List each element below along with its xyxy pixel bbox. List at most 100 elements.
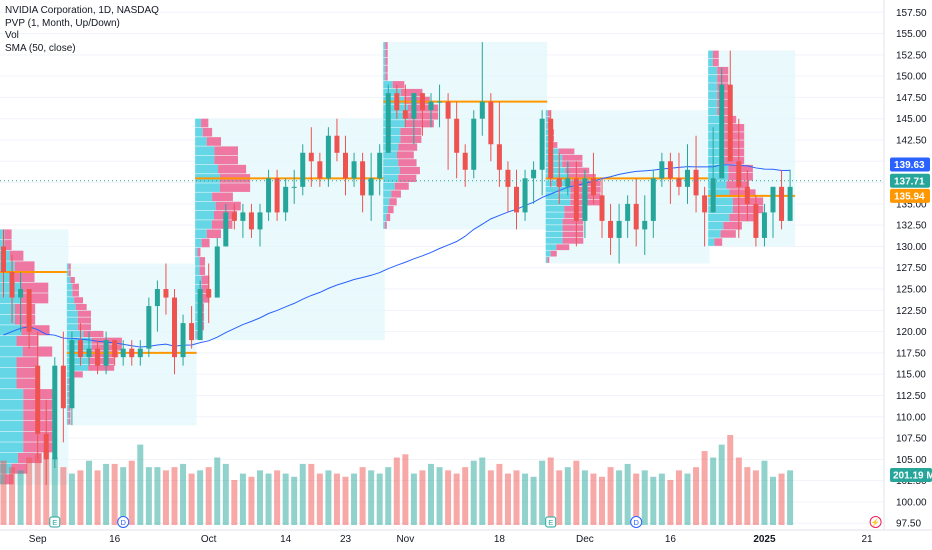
candle (86, 331, 92, 366)
candle-body (223, 212, 229, 247)
volume-bar (86, 460, 92, 525)
volume-profile-bar-up (708, 148, 725, 157)
volume-profile-bar-up (66, 270, 69, 277)
marker-label: D (120, 518, 126, 527)
volume-profile-bar-up (66, 263, 69, 270)
volume-profile-bar-up (66, 330, 84, 338)
volume-profile-bar-up (0, 378, 17, 389)
split-marker-icon[interactable]: ⚡ (869, 516, 882, 528)
candle-body (325, 135, 331, 179)
chart-legend: NVIDIA Corporation, 1D, NASDAQ PVP (1, M… (5, 5, 159, 55)
volume-bar (650, 476, 657, 525)
volume-bar (675, 470, 682, 525)
volume-profile-bar-down (14, 261, 35, 272)
volume-profile-bar-up (0, 272, 15, 283)
volume-profile-bar-down (75, 303, 87, 311)
symbol-title[interactable]: NVIDIA Corporation, 1D, NASDAQ (5, 5, 159, 16)
candle-body (26, 289, 32, 332)
candle (43, 399, 49, 485)
volume-profile-bar-up (383, 120, 407, 128)
sma-indicator-label[interactable]: SMA (50, close) (5, 42, 76, 54)
volume-profile-bar-up (545, 161, 563, 168)
candle (462, 144, 468, 187)
candle (266, 169, 272, 221)
volume-profile-bar-down (562, 161, 583, 168)
volume-profile-bar-down (404, 96, 430, 104)
sma-50-line (3, 164, 791, 348)
candle (360, 152, 366, 213)
volume-bar (154, 467, 161, 525)
volume-profile-bar-down (214, 146, 238, 156)
candle (573, 161, 579, 247)
candle-body (556, 178, 562, 187)
volume-profile-bar-down (385, 49, 388, 58)
candle (343, 135, 348, 196)
volume-bar (624, 463, 631, 525)
volume-profile-bar-down (212, 192, 233, 202)
volume-profile-bar-down (23, 442, 54, 453)
price-tag-label: 139.63 (894, 160, 925, 171)
volume-bar (231, 480, 238, 525)
volume-profile-bar-up (545, 167, 566, 174)
candle (539, 110, 545, 196)
volume-profile-bar-up (0, 346, 23, 357)
volume-profile-bar-down (72, 290, 79, 297)
volume-profile-bar-up (545, 206, 565, 212)
dividend-marker-icon[interactable]: D (630, 516, 643, 528)
volume-indicator-label[interactable]: Vol (5, 30, 19, 41)
volume-profile-bar-up (66, 378, 69, 385)
volume-profile-bar-up (383, 57, 386, 65)
candle-body (599, 195, 605, 221)
y-tick-label: 155.00 (896, 29, 927, 40)
volume-profile-bar-up (708, 58, 713, 67)
volume-bar (770, 476, 776, 525)
volume-profile-bar-up (545, 122, 548, 129)
candle-body (522, 178, 528, 213)
pvp-indicator-label[interactable]: PVP (1, Month, Up/Down) (5, 17, 120, 29)
candle (402, 84, 408, 128)
volume-profile-bar-up (0, 314, 15, 325)
volume-profile-bar-down (68, 270, 71, 277)
marker-label: ⚡ (871, 518, 880, 527)
candle-body (52, 365, 58, 460)
volume-profile-bar-down (400, 135, 422, 143)
candle (548, 110, 554, 187)
volume-profile-bar-down (88, 357, 115, 365)
volume-profile-bar-up (0, 293, 21, 304)
volume-bar (282, 473, 289, 525)
candle (479, 42, 485, 136)
volume-bar (111, 463, 118, 525)
candle-body (137, 348, 143, 358)
volume-profile-bar-down (399, 166, 420, 175)
candle-body (659, 161, 665, 179)
volume-profile-bar-down (720, 230, 736, 238)
volume-bar (342, 476, 349, 525)
x-tick-label: 16 (109, 534, 121, 545)
volume-profile-bar-up (708, 213, 730, 222)
dividend-marker-icon[interactable]: D (117, 516, 130, 528)
earnings-marker-icon[interactable]: E (49, 516, 61, 528)
volume-profile-bar-up (195, 201, 216, 211)
candle-body (736, 161, 742, 187)
earnings-marker-icon[interactable]: E (545, 516, 557, 528)
y-tick-label: 115.00 (896, 370, 926, 381)
volume-profile-bar-down (74, 371, 83, 378)
volume-bar (393, 457, 400, 525)
volume-profile-bar-down (550, 250, 557, 257)
volume-bar (51, 457, 58, 525)
y-tick-label: 150.00 (896, 72, 927, 83)
volume-profile-bar-down (400, 88, 423, 97)
marker-shape (49, 516, 61, 528)
candle (488, 93, 494, 162)
volume-profile-bar-up (545, 250, 551, 257)
volume-profile-bar-down (9, 250, 24, 261)
candle (556, 152, 562, 204)
volume-profile-bar-up (708, 99, 718, 108)
volume-profile-bar-down (386, 213, 391, 222)
candle (163, 263, 169, 315)
volume-profile-bar-down (201, 284, 210, 294)
volume-bar (718, 444, 725, 525)
volume-bar (658, 473, 665, 525)
volume-profile-bar-up (0, 410, 24, 421)
